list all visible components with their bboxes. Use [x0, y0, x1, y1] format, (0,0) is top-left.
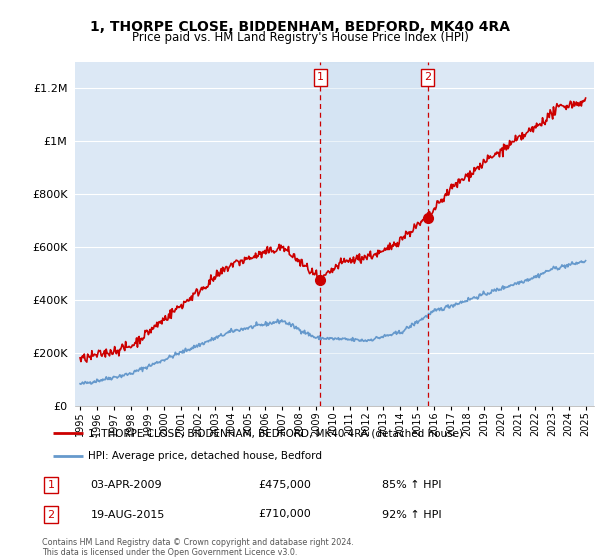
Text: 85% ↑ HPI: 85% ↑ HPI	[382, 480, 442, 490]
Text: 92% ↑ HPI: 92% ↑ HPI	[382, 510, 442, 520]
Text: £475,000: £475,000	[258, 480, 311, 490]
Text: HPI: Average price, detached house, Bedford: HPI: Average price, detached house, Bedf…	[88, 451, 322, 461]
Text: 2: 2	[47, 510, 55, 520]
Text: 1: 1	[317, 72, 323, 82]
Bar	[320, 62, 428, 406]
Text: 19-AUG-2015: 19-AUG-2015	[91, 510, 165, 520]
Text: 1, THORPE CLOSE, BIDDENHAM, BEDFORD, MK40 4RA: 1, THORPE CLOSE, BIDDENHAM, BEDFORD, MK4…	[90, 20, 510, 34]
Text: 03-APR-2009: 03-APR-2009	[91, 480, 162, 490]
Text: £710,000: £710,000	[258, 510, 311, 520]
Text: 2: 2	[424, 72, 431, 82]
Text: 1, THORPE CLOSE, BIDDENHAM, BEDFORD, MK40 4RA (detached house): 1, THORPE CLOSE, BIDDENHAM, BEDFORD, MK4…	[88, 428, 463, 438]
Text: 1: 1	[47, 480, 55, 490]
Text: Price paid vs. HM Land Registry's House Price Index (HPI): Price paid vs. HM Land Registry's House …	[131, 31, 469, 44]
Text: Contains HM Land Registry data © Crown copyright and database right 2024.
This d: Contains HM Land Registry data © Crown c…	[42, 538, 354, 557]
